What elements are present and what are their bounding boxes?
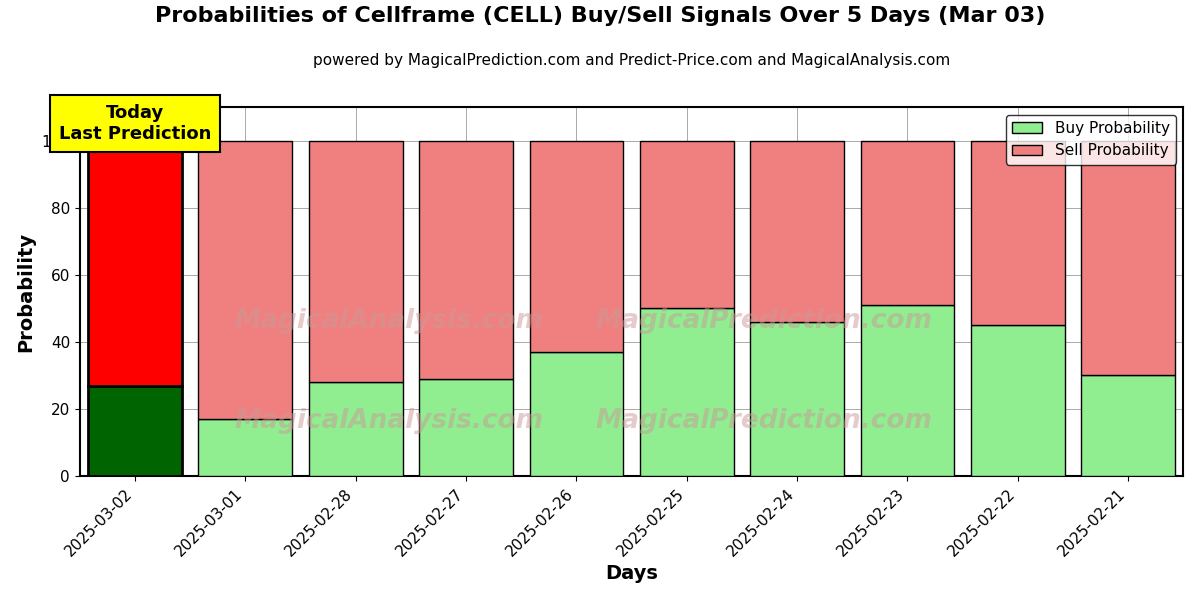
Title: powered by MagicalPrediction.com and Predict-Price.com and MagicalAnalysis.com: powered by MagicalPrediction.com and Pre… [313, 53, 950, 68]
Bar [419, 379, 512, 476]
Bar [529, 352, 623, 476]
Bar [419, 140, 512, 379]
Bar [640, 140, 733, 308]
Bar [88, 140, 182, 386]
Y-axis label: Probability: Probability [17, 232, 36, 352]
Bar [1081, 376, 1175, 476]
Bar [860, 140, 954, 305]
Text: Today
Last Prediction: Today Last Prediction [59, 104, 211, 143]
Bar [750, 140, 844, 322]
Bar [971, 140, 1064, 325]
Text: MagicalAnalysis.com: MagicalAnalysis.com [234, 308, 544, 334]
Text: MagicalAnalysis.com: MagicalAnalysis.com [234, 408, 544, 434]
Bar [198, 419, 293, 476]
Bar [308, 382, 402, 476]
Text: MagicalPrediction.com: MagicalPrediction.com [595, 308, 932, 334]
Bar [750, 322, 844, 476]
Text: MagicalPrediction.com: MagicalPrediction.com [595, 408, 932, 434]
Bar [308, 140, 402, 382]
Text: Probabilities of Cellframe (CELL) Buy/Sell Signals Over 5 Days (Mar 03): Probabilities of Cellframe (CELL) Buy/Se… [155, 6, 1045, 26]
Bar [198, 140, 293, 419]
Bar [529, 140, 623, 352]
Bar [860, 305, 954, 476]
Bar [640, 308, 733, 476]
Bar [1081, 140, 1175, 376]
Bar [88, 386, 182, 476]
X-axis label: Days: Days [605, 565, 658, 583]
Bar [971, 325, 1064, 476]
Legend: Buy Probability, Sell Probability: Buy Probability, Sell Probability [1006, 115, 1176, 164]
